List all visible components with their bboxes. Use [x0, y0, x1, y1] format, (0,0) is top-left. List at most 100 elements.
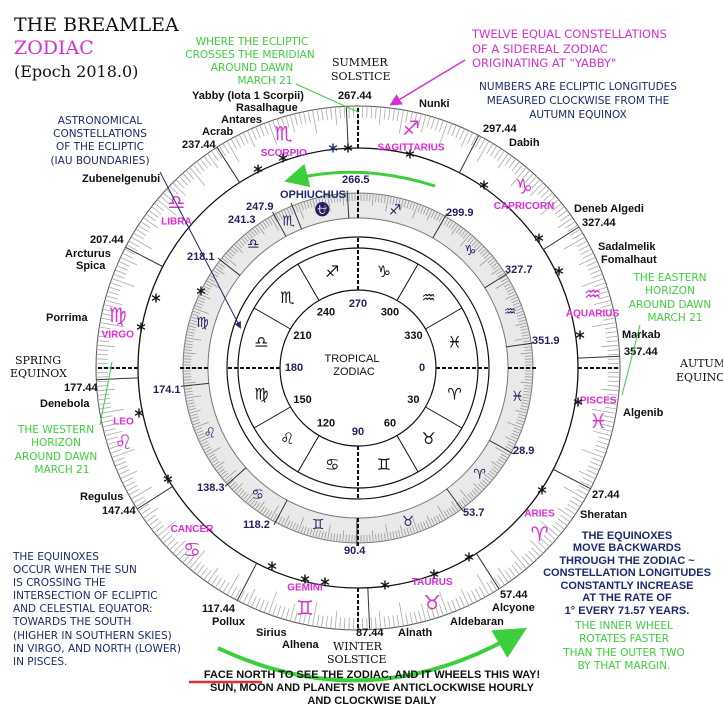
tropical-sign-glyph: ♏︎ — [280, 288, 294, 307]
star-label: Algenib — [623, 407, 664, 419]
equinoxes-occur-note: THE EQUINOXES OCCUR WHEN THE SUN IS CROS… — [12, 551, 181, 668]
sidereal-boundary-line — [577, 355, 620, 359]
note-line: CONSTELLATION LONGITUDES — [543, 567, 711, 579]
note-line: THROUGH THE ZODIAC ~ — [559, 555, 695, 567]
sidereal-sign-glyph: ♏︎ — [275, 121, 293, 145]
tropical-division-line — [297, 263, 320, 301]
sidereal-boundary-line — [543, 226, 580, 251]
tropical-degree-label: 60 — [384, 417, 396, 429]
iau-label: 299.9 — [446, 207, 474, 219]
tropical-degree-label: 90 — [352, 426, 364, 438]
sidereal-boundary-line — [125, 246, 163, 268]
iau-constellation-glyph: ♌︎ — [203, 425, 216, 441]
iau-note: ASTRONOMICAL CONSTELLATIONS OF THE ECLIP… — [50, 115, 149, 167]
note-line: ORIGINATING AT "YABBY" — [472, 56, 616, 70]
iau-boundary-line — [346, 190, 350, 219]
sidereal-sign-name: SCORPIO — [261, 148, 307, 159]
star-label: Porrima — [46, 312, 88, 324]
sidereal-sign-name: CANCER — [171, 524, 215, 535]
autumn-equinox-label: EQUINOX — [676, 371, 723, 384]
iau-constellation-glyph: ♑︎ — [464, 243, 477, 259]
star-label: Aldebaran — [450, 616, 504, 628]
sidereal-boundary-line — [345, 106, 349, 149]
iau-boundary-line — [217, 257, 241, 276]
longitude-label: 117.44 — [202, 603, 236, 615]
note-line: 1° EVERY 71.57 YEARS. — [565, 605, 690, 617]
sidereal-sign-name: VIRGO — [102, 330, 134, 341]
tropical-title: TROPICAL — [324, 353, 379, 365]
sidereal-sign-glyph: ♊︎ — [296, 596, 314, 620]
iau-boundary-line — [224, 467, 247, 487]
iau-label: 118.2 — [243, 519, 270, 531]
tropical-division-line — [253, 307, 291, 330]
precession-note: THE EQUINOXES MOVE BACKWARDS THROUGH THE… — [543, 530, 711, 617]
star-label: Deneb Algedi — [574, 203, 644, 215]
tropical-division-line — [253, 406, 291, 429]
star-label: Denebola — [40, 398, 90, 410]
note-line: (IAU BOUNDARIES) — [50, 155, 149, 167]
star-label: Nunki — [419, 98, 450, 110]
sidereal-sign-name: LIBRA — [161, 216, 192, 227]
longitude-label: 327.44 — [582, 217, 617, 229]
tropical-sign-glyph: ♐︎ — [325, 262, 339, 281]
note-line: TWELVE EQUAL CONSTELLATIONS — [471, 27, 667, 41]
tropical-degree-label: 300 — [381, 307, 399, 319]
sidereal-boundary-line — [96, 377, 139, 381]
iau-arrow — [159, 171, 241, 329]
sidereal-boundary-line — [136, 485, 173, 510]
title-line-2: ZODIAC — [14, 37, 94, 59]
note-line: IN PISCES. — [13, 656, 67, 668]
longitude-label: 177.44 — [64, 382, 99, 394]
iau-label: 327.7 — [505, 264, 533, 276]
sidereal-sign-name: ARIES — [524, 509, 555, 520]
sidereal-boundary-line — [236, 563, 258, 601]
sidereal-sign-glyph: ♐︎ — [402, 116, 420, 140]
iau-constellation-glyph: ♊︎ — [312, 517, 325, 533]
winter-solstice-label: WINTER — [333, 640, 383, 653]
sidereal-sign-glyph: ♉︎ — [423, 591, 441, 615]
longitude-label: 357.44 — [624, 346, 659, 358]
note-line: OCCUR WHEN THE SUN — [13, 564, 137, 576]
star-label: Arcturus — [65, 248, 111, 260]
note-text: TO SEE THE ZODIAC, AND IT WHEELS THIS WA… — [275, 669, 540, 681]
note-line: IN VIRGO, AND NORTH (LOWER) — [13, 643, 181, 655]
bottom-note: FACE NORTH TO SEE THE ZODIAC, AND IT WHE… — [204, 669, 540, 707]
sidereal-sign-glyph: ♍︎ — [109, 303, 127, 327]
sidereal-sign-glyph: ♎︎ — [167, 190, 185, 214]
tropical-divisions — [253, 263, 463, 473]
star-label: Sirius — [256, 627, 287, 639]
star-label: Rasalhague — [236, 102, 298, 114]
title-line-3: (Epoch 2018.0) — [14, 62, 138, 81]
iau-boundary-labels: 28.9 53.7 90.4 118.2 138.3 174.1 218.1 2… — [153, 174, 560, 557]
note-line: TOWARDS THE SOUTH — [12, 616, 131, 628]
note-line: MARCH 21 — [238, 75, 293, 87]
sidereal-arrow — [389, 59, 466, 106]
tropical-degree-label: 330 — [404, 330, 422, 342]
iau-constellation-glyph: ⛎︎ — [313, 202, 331, 218]
title-line-1: THE BREAMLEA — [14, 14, 179, 36]
longitude-label: 267.44 — [338, 90, 373, 102]
meridian-note: WHERE THE ECLIPTIC CROSSES THE MERIDIAN … — [185, 36, 314, 87]
tropical-sign-glyph: ♒︎ — [422, 288, 436, 307]
inner-wheel-note: THE INNER WHEEL ROTATES FASTER THAN THE … — [562, 620, 685, 672]
iau-constellation-glyph: ♋︎ — [251, 487, 264, 503]
note-line: THE WESTERN — [17, 424, 94, 436]
iau-constellation-glyph: ♈︎ — [473, 467, 486, 483]
note-line: OF A SIDEREAL ZODIAC — [472, 42, 608, 56]
note-line: HORIZON — [645, 285, 695, 297]
longitude-label: 297.44 — [483, 123, 518, 135]
star-label: Zubenelgenubi — [82, 173, 160, 185]
note-line: AND CLOCKWISE DAILY — [307, 695, 437, 707]
iau-label: 351.9 — [532, 335, 560, 347]
tropical-division-line — [425, 406, 463, 429]
longitude-label: 237.44 — [182, 139, 217, 151]
star-label: Yabby (Iota 1 Scorpii) — [192, 90, 304, 102]
star-label: Markab — [622, 329, 661, 341]
iau-label: 218.1 — [187, 251, 215, 263]
iau-constellation-glyph: ♓︎ — [511, 389, 524, 405]
star-label: Acrab — [202, 126, 233, 138]
longitude-label: 87.44 — [356, 627, 384, 639]
note-line: AND CELESTIAL EQUATOR: — [13, 603, 153, 615]
eastern-horizon-pointer — [621, 324, 641, 396]
longitude-label: 207.44 — [90, 234, 125, 246]
